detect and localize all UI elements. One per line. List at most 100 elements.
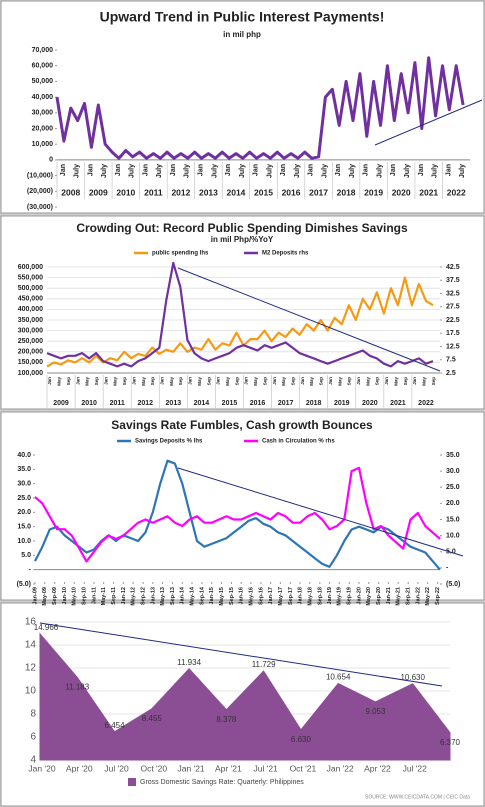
x-minor-label: Jan [216, 377, 221, 385]
y2-tick-label: 25.0 [446, 484, 460, 491]
y-tick-label: 20.0 [17, 509, 31, 516]
x-minor-label: Sep [234, 377, 239, 386]
x-tick-label: Sep-15 [229, 587, 235, 605]
y-tick-label: 15.0 [17, 524, 31, 531]
x-tick-label: Sep-20 [376, 587, 382, 605]
x-minor-label: Jan [225, 164, 232, 176]
x-tick-label: May-18 [307, 587, 313, 606]
y2-tick-label: - [446, 565, 449, 572]
x-tick-label: May-14 [189, 586, 195, 606]
y2-tick-label: 17.5 [446, 330, 460, 337]
x-tick-label: Jan-11 [91, 587, 97, 604]
x-tick-label: Jan-14 [180, 586, 186, 604]
y2-tick-label: 10.0 [446, 532, 460, 539]
chart-title: Crowding Out: Record Public Spending Dim… [76, 221, 408, 235]
y-tick-label: 40,000 [32, 94, 54, 101]
x-tick-label: Jan-17 [268, 587, 274, 604]
x-minor-label: May [421, 377, 426, 386]
x-tick-label: 2021 [390, 400, 406, 407]
x-tick-label: Sep-09 [52, 587, 58, 605]
x-tick-label: 2016 [250, 400, 266, 407]
x-minor-label: July [74, 164, 81, 178]
x-tick-label: May-20 [366, 587, 372, 606]
x-minor-label: Sep [290, 377, 295, 386]
y2-tick-label: 22.5 [446, 317, 460, 324]
x-tick-label: May-10 [72, 587, 78, 606]
y-tick-label: 14 [25, 640, 37, 651]
y2-tick-label: 7.5 [446, 357, 456, 364]
x-minor-label: Sep [94, 377, 99, 386]
x-tick-label: 2010 [81, 400, 97, 407]
x-tick-label: 2021 [419, 187, 438, 197]
x-minor-label: July [156, 164, 163, 178]
y-tick-label: 250,000 [18, 338, 43, 345]
x-tick-label: Jan-09 [32, 587, 38, 604]
y-tick-label: 350,000 [18, 317, 43, 324]
x-tick-label: 2022 [418, 400, 434, 407]
x-minor-label: Sep [150, 377, 155, 386]
x-minor-label: Sep [375, 377, 380, 386]
y-tick-label: 30,000 [32, 110, 54, 117]
x-minor-label: Jan [115, 164, 122, 176]
trend-line [39, 622, 443, 687]
x-minor-label: Sep [431, 377, 436, 386]
x-minor-label: May [253, 377, 258, 386]
y2-tick-label: (5.0) [446, 581, 460, 588]
x-minor-label: July [211, 164, 218, 178]
x-tick-label: 2012 [171, 187, 190, 197]
x-tick-label: Oct '21 [290, 763, 317, 773]
x-tick-label: Jan-16 [239, 587, 245, 604]
y-tick-label: 40.0 [17, 452, 31, 459]
x-tick-label: Jan-12 [121, 587, 127, 604]
x-minor-label: May [85, 377, 90, 386]
trend-line [177, 267, 441, 372]
y-tick-label: - [29, 567, 32, 574]
x-tick-label: 2020 [362, 400, 378, 407]
y-tick-label: 12 [25, 663, 37, 674]
x-minor-label: Jan [131, 377, 136, 385]
legend-swatch [128, 778, 136, 786]
x-tick-label: Sep-13 [170, 587, 176, 605]
chart-subtitle: in mil Php/%YoY [211, 235, 274, 244]
x-minor-label: Jan [188, 377, 193, 385]
x-minor-label: Jan [445, 164, 452, 176]
x-tick-label: Jan '22 [327, 763, 354, 773]
y-tick-label: 35.0 [17, 466, 31, 473]
x-tick-label: May-22 [425, 587, 431, 606]
trend-line [177, 467, 464, 557]
x-tick-label: Apr '20 [66, 763, 93, 773]
x-minor-label: Jan [244, 377, 249, 385]
y-tick-label: 10 [25, 686, 37, 697]
x-tick-label: 2020 [392, 187, 411, 197]
y2-tick-label: 37.5 [446, 277, 460, 284]
y-tick-label: 600,000 [18, 264, 43, 271]
y-tick-label: 550,000 [18, 274, 43, 281]
x-tick-label: Jan-18 [298, 587, 304, 604]
y2-tick-label: 27.5 [446, 304, 460, 311]
x-minor-label: Jan [159, 377, 164, 385]
x-minor-label: July [294, 164, 301, 178]
source: SOURCE: WWW.CEICDATA.COM | CEIC Data [365, 794, 470, 800]
x-minor-label: Jan [412, 377, 417, 385]
chart-title: Savings Rate Fumbles, Cash growth Bounce… [111, 418, 373, 432]
x-tick-label: Sep-19 [347, 587, 353, 605]
x-minor-label: May [57, 377, 62, 386]
x-minor-label: Jan [47, 377, 52, 385]
y-tick-label: 0 [49, 157, 53, 164]
x-tick-label: Sep-21 [406, 587, 412, 605]
panel [0, 411, 485, 601]
x-minor-label: Jan [390, 164, 397, 176]
series-line [34, 466, 441, 563]
x-tick-label: 2019 [364, 187, 383, 197]
y-tick-label: 10,000 [32, 141, 54, 148]
x-minor-label: Jan [142, 164, 149, 176]
x-tick-label: May-17 [278, 587, 284, 606]
x-tick-label: Jan-19 [327, 587, 333, 604]
x-tick-label: Jan '20 [28, 763, 55, 773]
data-label: 10.654 [326, 673, 351, 682]
y-tick-label: 25.0 [17, 495, 31, 502]
y-tick-label: 50,000 [32, 78, 54, 85]
data-label: 11.934 [177, 658, 201, 667]
legend-label: public spending lhs [152, 251, 209, 257]
y-tick-label: 10.0 [17, 538, 31, 545]
